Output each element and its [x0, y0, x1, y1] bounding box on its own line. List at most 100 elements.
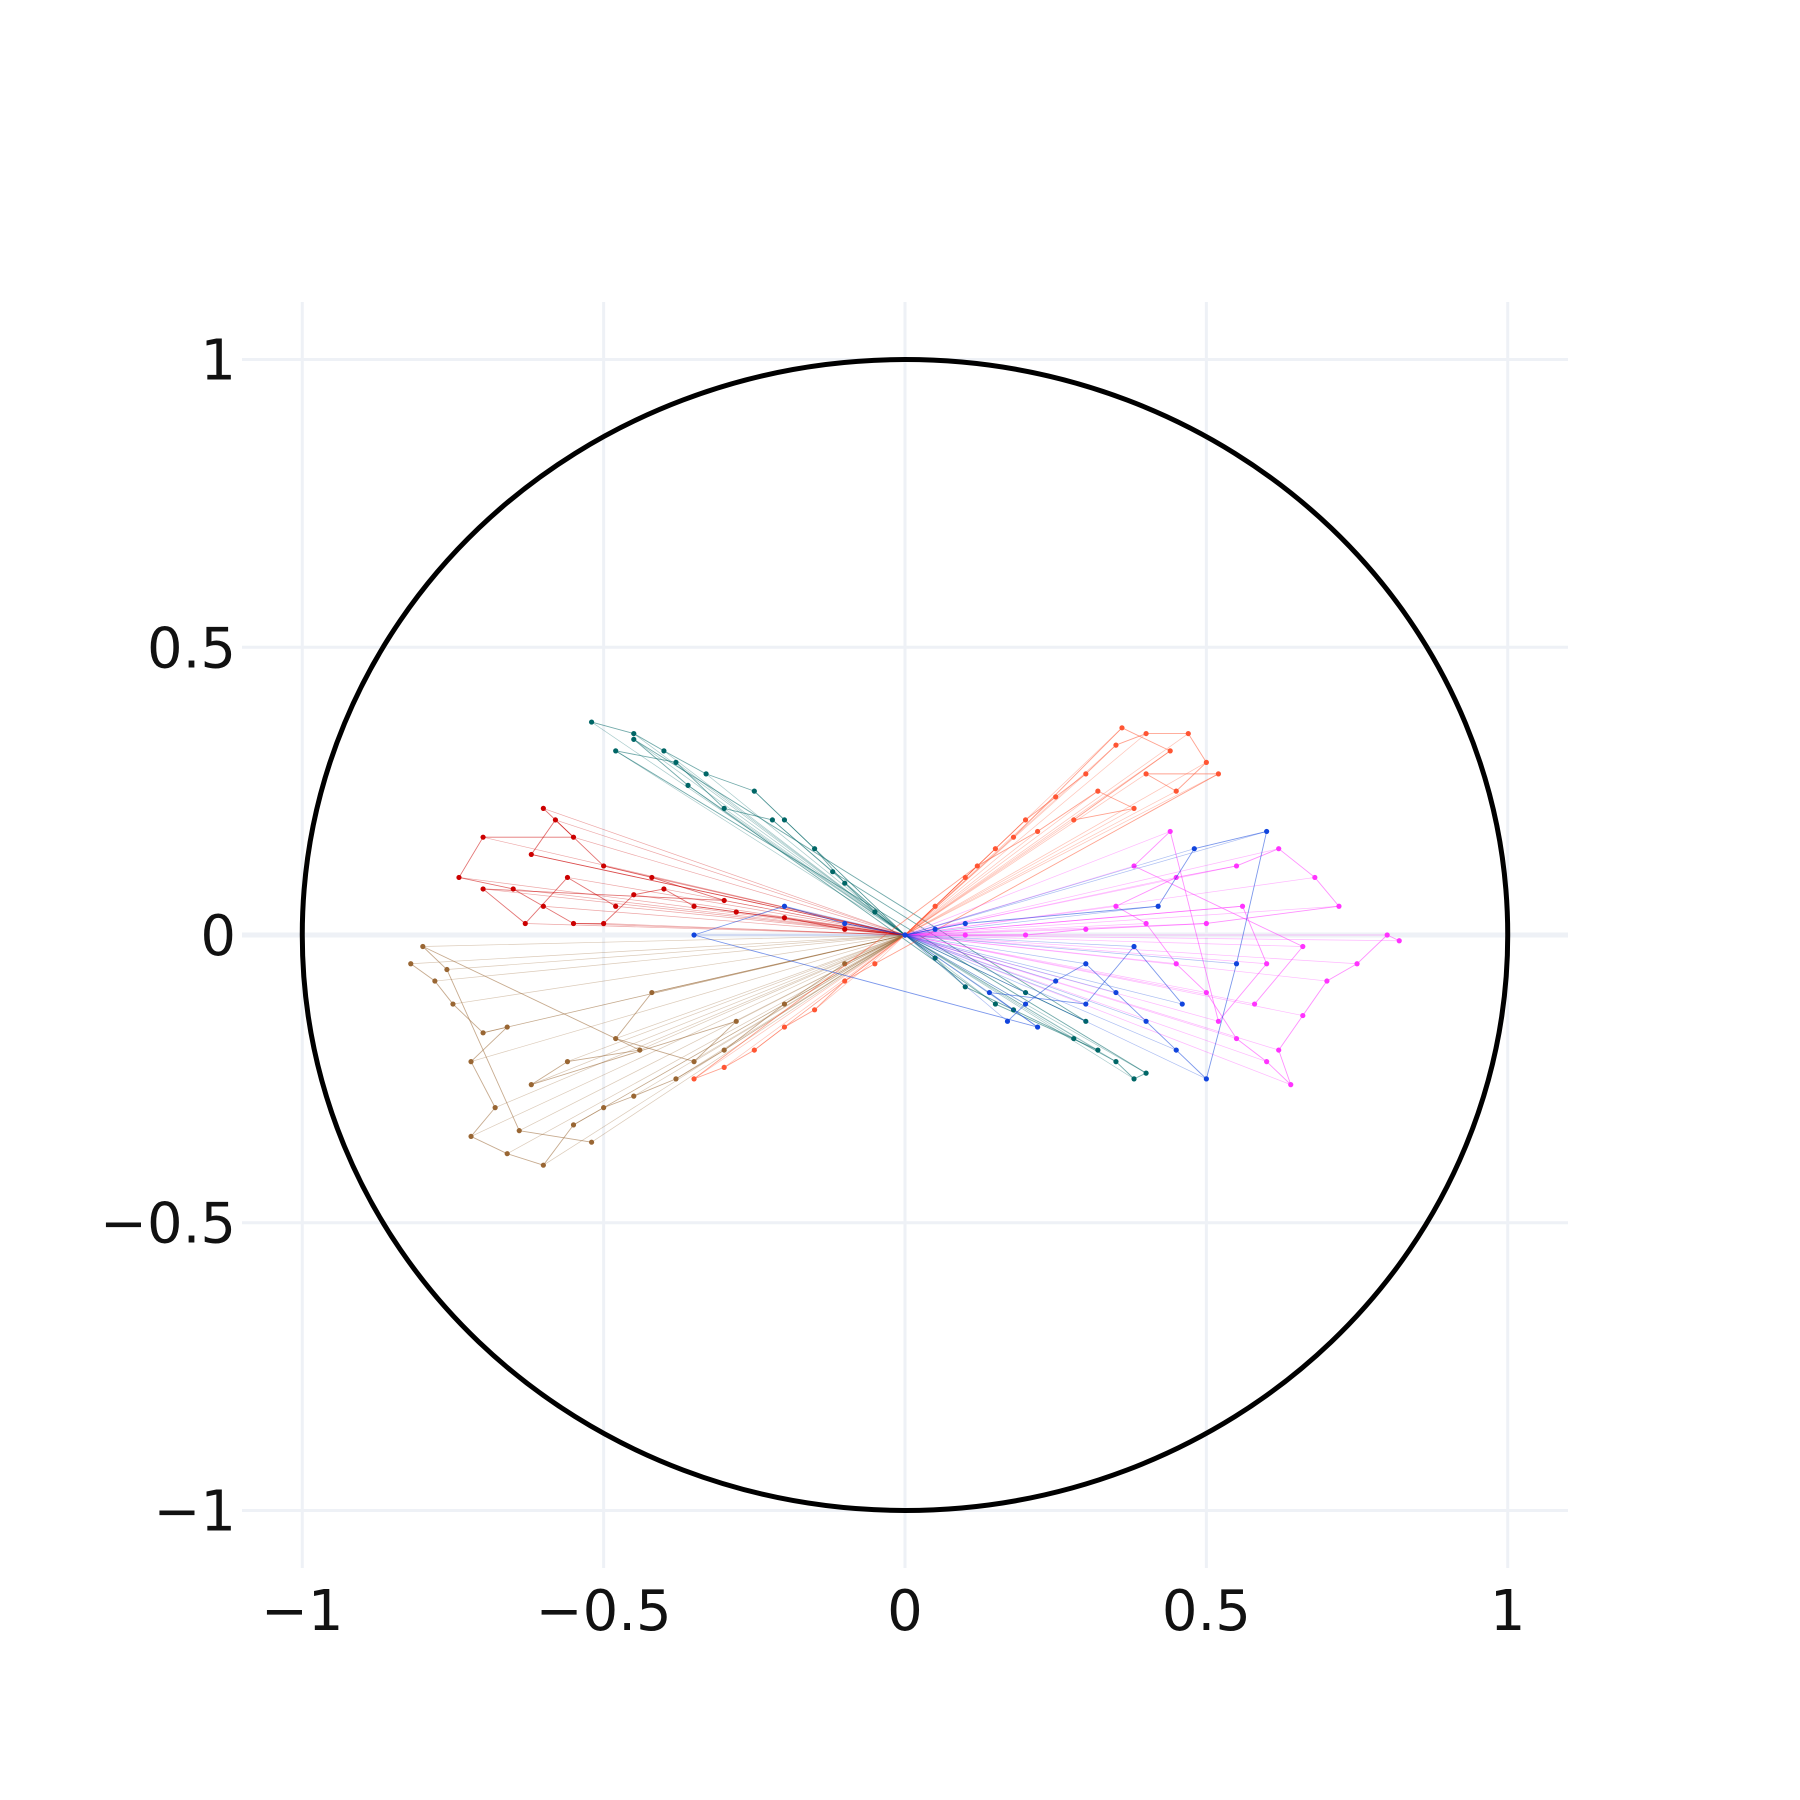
- series-1-line-12: [784, 917, 845, 930]
- series-3-ray-11: [904, 790, 1177, 936]
- series-4-point-3: [1324, 978, 1330, 984]
- series-0-ray-0: [591, 721, 906, 936]
- series-4-point-23: [1239, 903, 1246, 909]
- series-5-line-12: [935, 923, 966, 930]
- series-3-point-8: [1143, 730, 1149, 737]
- series-3-ray-12: [904, 773, 1147, 936]
- series-0-ray-18: [675, 762, 906, 936]
- series-2-point-14: [721, 1047, 727, 1053]
- series-4-line-4: [1278, 1015, 1304, 1051]
- series-1-ray-8: [633, 894, 906, 936]
- series-5-point-0: [1004, 1018, 1011, 1024]
- series-4-point-21: [962, 932, 968, 938]
- series-2-line-10: [573, 1107, 604, 1126]
- series-0-line-19: [724, 807, 773, 821]
- series-5-ray-0: [904, 934, 1008, 1022]
- series-3-point-21: [974, 863, 980, 869]
- series-3-line-27: [1013, 727, 1123, 838]
- series-5-ray-21: [904, 934, 1135, 947]
- series-5-point-2: [1053, 978, 1059, 984]
- series-0-ray-24: [633, 739, 906, 936]
- unit-circle: [299, 357, 1511, 1513]
- series-0-ray-15: [904, 934, 1135, 1080]
- y-tick-label-4: −1: [153, 1479, 236, 1544]
- series-4-line-23: [1242, 906, 1268, 964]
- series-3-line-14: [844, 963, 876, 982]
- series-1-line-17: [603, 865, 652, 878]
- series-4-ray-19: [904, 928, 1086, 936]
- series-4-ray-4: [904, 934, 1303, 1016]
- series-1-line-19: [483, 888, 725, 901]
- series-0-point-26: [992, 1001, 999, 1007]
- series-4-ray-2: [904, 934, 1358, 965]
- series-3-point-11: [1173, 788, 1179, 794]
- series-2-point-4: [504, 1024, 510, 1030]
- series-0-point-11: [962, 984, 968, 990]
- series-2-ray-22: [531, 934, 906, 1085]
- series-5-ray-9: [904, 831, 1267, 936]
- series-1-line-11: [736, 911, 785, 919]
- series-2-point-8: [504, 1151, 510, 1157]
- series-2-line-23: [567, 1049, 640, 1063]
- series-5-line-14: [844, 923, 906, 936]
- series-0-line-21: [832, 871, 1026, 993]
- series-3-ray-13: [904, 773, 1219, 936]
- series-3-point-10: [1203, 759, 1209, 765]
- series-1-point-0: [540, 805, 546, 812]
- series-4-ray-25: [904, 934, 1219, 1022]
- series-3-ray-27: [904, 727, 1123, 936]
- series-5: [691, 828, 1270, 1082]
- series-1-ray-22: [567, 877, 906, 936]
- series-4-ray-3: [904, 934, 1327, 982]
- series-0-line-22: [1025, 992, 1087, 1022]
- series-5-ray-4: [904, 934, 1117, 993]
- series-3-line-26: [1121, 727, 1171, 752]
- series-3-ray-22: [904, 831, 1038, 936]
- series-4-point-2: [1354, 961, 1360, 967]
- series-0-point-0: [588, 719, 595, 725]
- series-3-ray-14: [874, 934, 906, 965]
- series-2-line-1: [434, 980, 454, 1005]
- series-2-ray-15: [784, 934, 906, 1005]
- series-0-ray-4: [754, 790, 906, 936]
- series-5-line-5: [1145, 1020, 1177, 1051]
- series-5-point-14: [902, 932, 908, 938]
- series-3-line-9: [1187, 733, 1207, 763]
- series-5-point-7: [1203, 1076, 1209, 1082]
- series-3-point-23: [1095, 788, 1101, 794]
- series-4-ray-17: [904, 905, 1339, 936]
- series-2-line-0: [410, 963, 436, 982]
- series-2-ray-0: [410, 934, 906, 965]
- series-1-point-3: [456, 874, 462, 881]
- series-2-ray-16: [844, 934, 906, 965]
- series-3-ray-3: [904, 848, 996, 936]
- series-2-line-5: [470, 1061, 496, 1108]
- series-4-ray-15: [904, 848, 1279, 936]
- series-5-line-18: [989, 992, 1038, 1028]
- series-2-line-18: [615, 992, 653, 1039]
- series-0-point-15: [1131, 1076, 1137, 1082]
- series-3-point-20: [691, 1076, 697, 1082]
- series-2-line-17: [651, 934, 906, 993]
- series-4-ray-28: [904, 934, 1303, 947]
- series-4-line-18: [1085, 923, 1207, 930]
- series-0-ray-20: [772, 819, 906, 936]
- series-4-ray-0: [904, 934, 1400, 942]
- series-1-point-6: [570, 920, 577, 927]
- series-1-line-7: [603, 894, 635, 924]
- series-2-point-18: [649, 989, 655, 996]
- series-4-point-14: [1233, 863, 1240, 869]
- series-0-point-13: [1071, 1035, 1077, 1042]
- series-2-line-21: [531, 1020, 737, 1086]
- series-1-point-19: [721, 897, 727, 904]
- series-4-point-19: [1083, 926, 1089, 932]
- series-3-line-18: [723, 1049, 755, 1068]
- series-3-point-25: [1071, 817, 1077, 823]
- series-1-ray-2: [483, 836, 906, 936]
- series-0-point-18: [673, 759, 679, 765]
- series-4-line-12: [1115, 877, 1177, 907]
- series-5-line-3: [1085, 963, 1117, 993]
- series-2-ray-12: [633, 934, 906, 1097]
- series-0-point-16: [1143, 1070, 1149, 1076]
- series-3-line-15: [814, 980, 846, 1011]
